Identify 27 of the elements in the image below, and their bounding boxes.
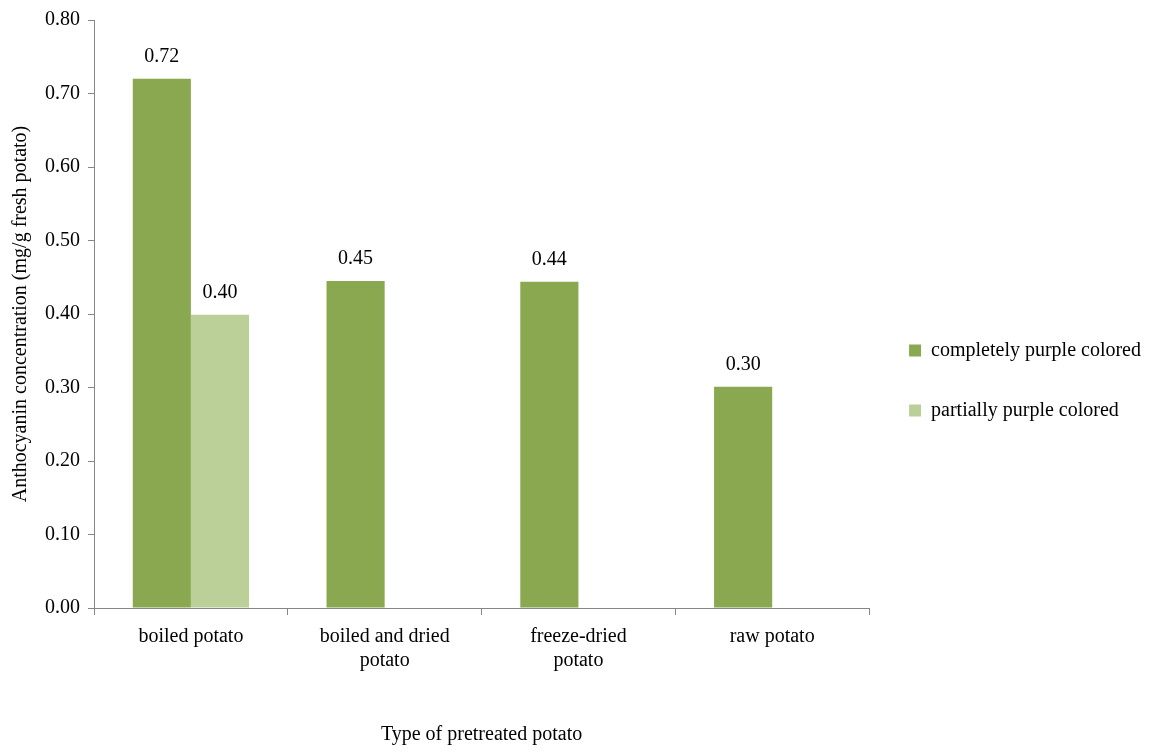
x-tick-label: raw potato (729, 624, 815, 648)
y-tick-label: 0.40 (45, 301, 80, 324)
data-label: 0.44 (531, 246, 567, 269)
bar (132, 78, 191, 608)
data-label: 0.40 (202, 279, 238, 302)
x-tick-label: boiled and dried potato (319, 624, 450, 672)
bar (190, 314, 250, 608)
y-tick-label: 0.20 (45, 448, 80, 471)
y-axis-title: Anthocyanin concentration (mg/g fresh potato) (8, 125, 32, 503)
x-tick-label: freeze-dried potato (530, 624, 627, 672)
bar (520, 281, 579, 608)
x-tick-label: boiled potato (138, 624, 244, 648)
data-label: 0.30 (725, 352, 761, 375)
data-label: 0.72 (144, 44, 180, 67)
x-axis-title: Type of pretreated potato (380, 722, 583, 746)
bar (326, 280, 385, 608)
legend-label: partially purple colored (931, 397, 1119, 421)
data-label: 0.45 (338, 246, 374, 269)
bar (714, 386, 773, 608)
y-tick-label: 0.60 (45, 154, 80, 177)
y-tick-label: 0.80 (45, 7, 80, 30)
legend-label: completely purple colored (931, 337, 1141, 361)
y-tick-label: 0.70 (45, 80, 80, 103)
y-tick-label: 0.00 (45, 595, 80, 618)
y-tick-label: 0.10 (45, 521, 80, 544)
y-tick-label: 0.50 (45, 227, 80, 250)
y-tick-label: 0.30 (45, 374, 80, 397)
